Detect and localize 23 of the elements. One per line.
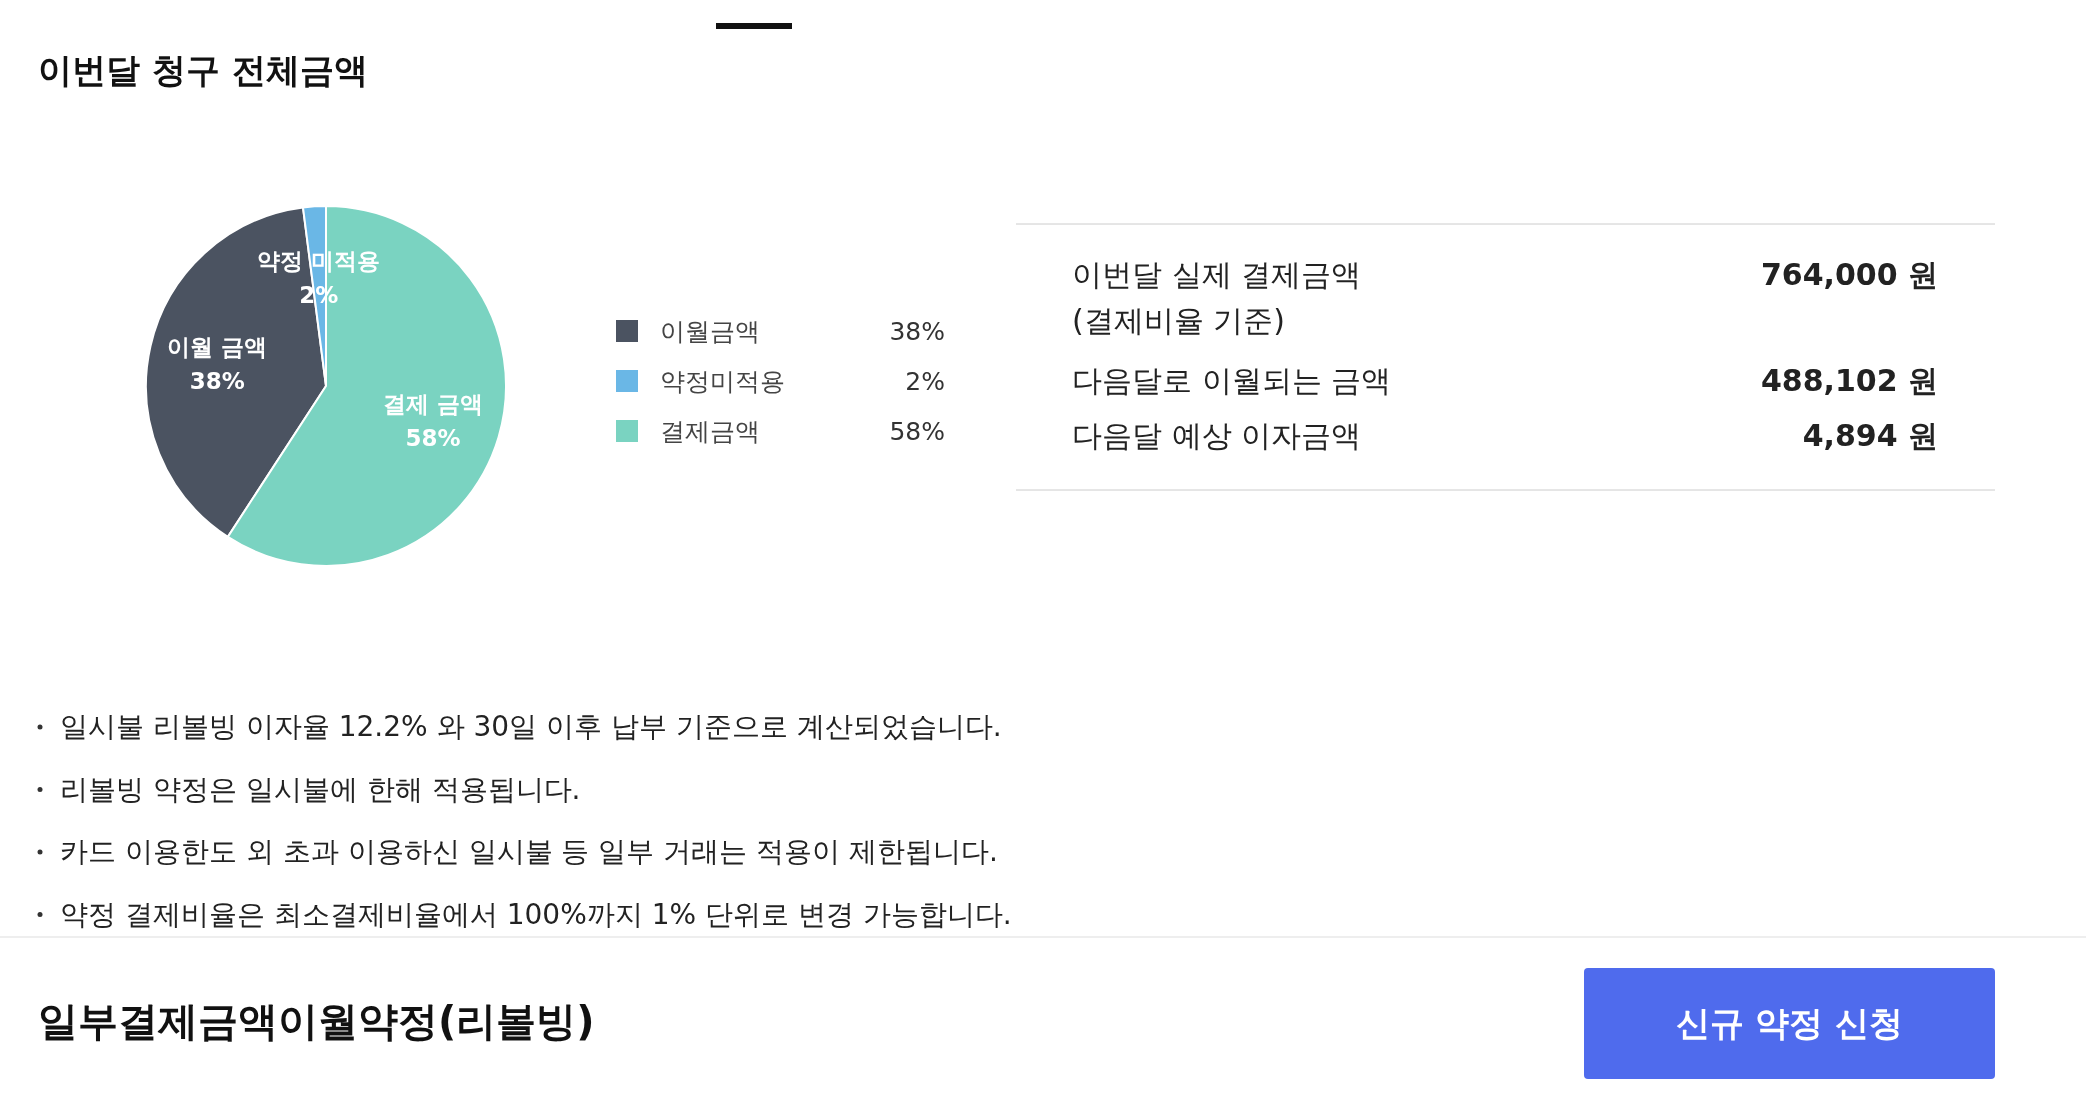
- data-label: 58%: [405, 424, 461, 451]
- text: 38%: [889, 317, 945, 346]
- text: 일부결제금액이월약정(리볼빙): [38, 998, 595, 1044]
- text: 764,000 원: [1760, 257, 1938, 292]
- text: 카드 이용한도 외 초과 이용하신 일시불 등 일부 거래는 적용이 제한됩니다.: [60, 835, 998, 868]
- text: 일시불 리볼빙 이자율 12.2% 와 30일 이후 납부 기준으로 계산되었습니다.: [60, 710, 1002, 743]
- text: 이월 금액: [167, 334, 268, 361]
- text: 결제 금액: [382, 390, 483, 417]
- text: 리볼빙 약정은 일시불에 한해 적용됩니다.: [60, 772, 581, 806]
- text: 다음달 예상 이자금액: [1072, 418, 1362, 453]
- text: 다음달로 이월되는 금액: [1072, 363, 1392, 398]
- legend-label: 결제금액: [660, 417, 760, 446]
- text: 488,102 원: [1760, 363, 1938, 398]
- data-label: 38%: [189, 368, 245, 395]
- legend-label: 약정미적용: [660, 367, 785, 396]
- button[interactable]: 신규 약정 신청: [1584, 968, 1995, 1079]
- text: 4,894 원: [1802, 418, 1938, 453]
- text: 약정 결제비율은 최소결제비율에서 100%까지 1% 단위로 변경 가능합니다.: [60, 897, 1012, 931]
- legend-label: 이월금액: [660, 317, 760, 346]
- text: 2%: [905, 367, 945, 396]
- chart-title: 이번달 청구 전체금액: [38, 50, 368, 90]
- text: 58%: [889, 417, 945, 446]
- text: 이번달 실제 결제금액 (결제비율 기준): [1072, 257, 1362, 338]
